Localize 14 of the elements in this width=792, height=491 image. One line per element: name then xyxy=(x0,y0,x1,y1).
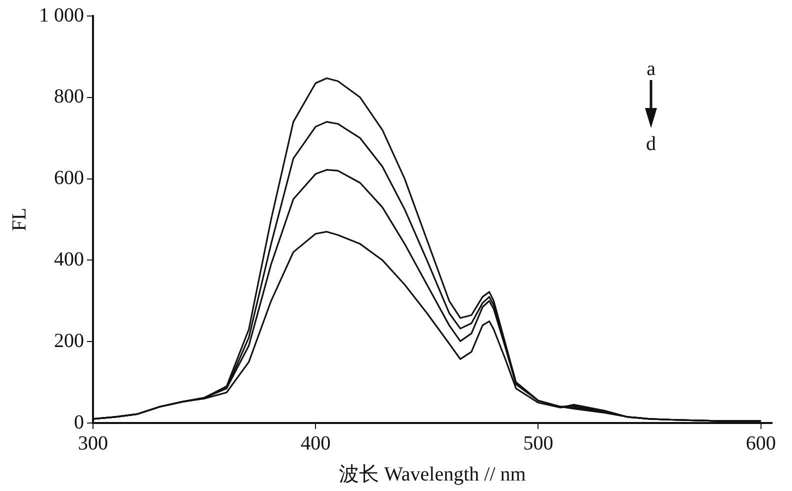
x-axis-title: 波长 Wavelength // nm xyxy=(339,463,526,486)
x-tick-label: 400 xyxy=(300,432,331,454)
annotation: a xyxy=(646,58,656,80)
y-tick-label: 200 xyxy=(54,330,84,352)
y-tick-label: 400 xyxy=(54,248,84,270)
y-tick-label: 1 000 xyxy=(39,4,84,26)
y-tick-label: 600 xyxy=(54,167,84,190)
y-tick-label: 800 xyxy=(54,86,84,108)
x-tick-label: 600 xyxy=(746,432,776,454)
x-tick-label: 300 xyxy=(78,432,108,454)
y-axis-title: FL xyxy=(8,208,30,232)
x-tick-label: 500 xyxy=(523,432,554,454)
annotation: d xyxy=(646,133,656,155)
y-tick-label: 0 xyxy=(74,411,84,434)
